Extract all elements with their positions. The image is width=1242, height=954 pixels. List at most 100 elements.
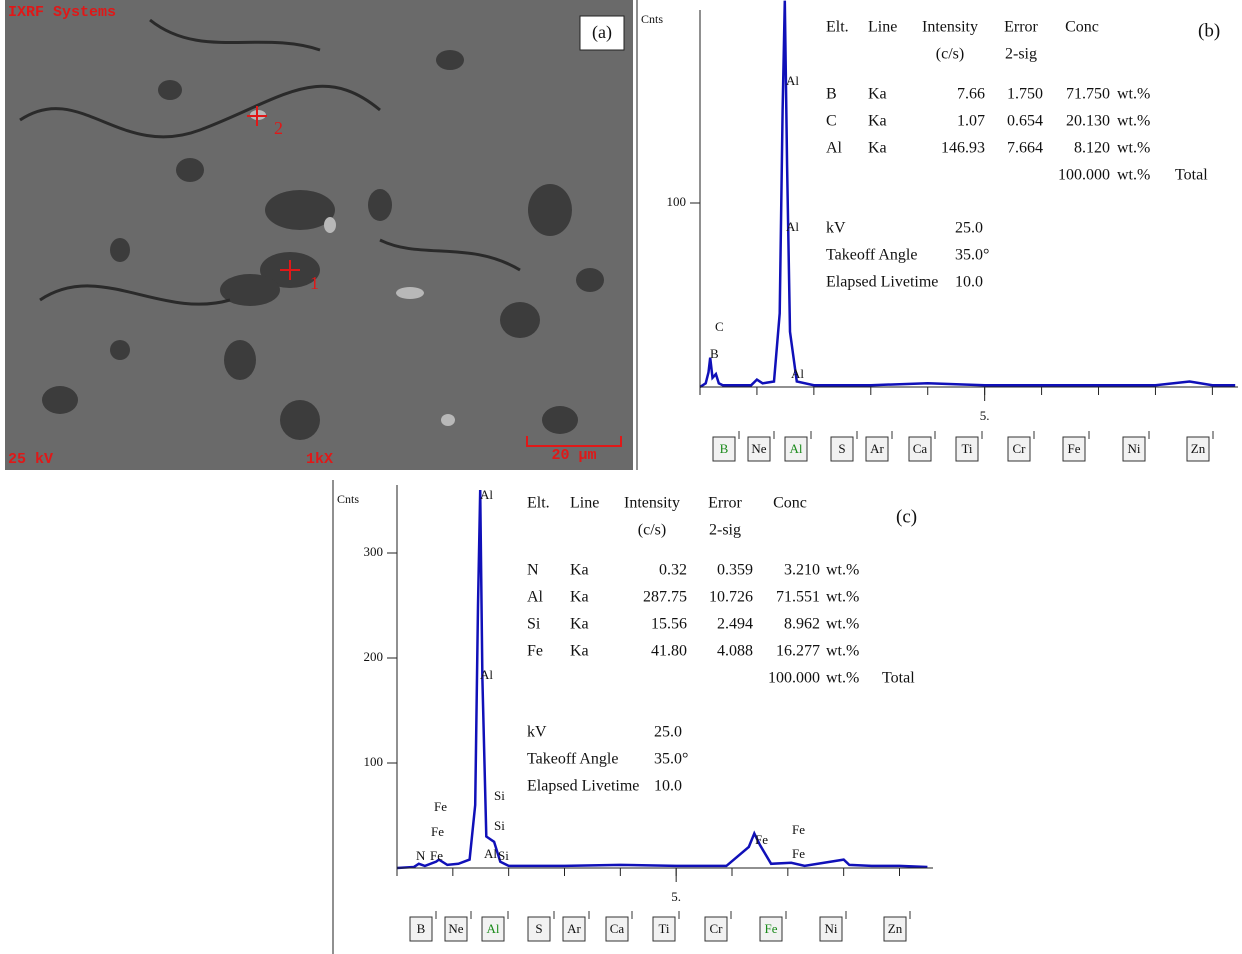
table-total: 100.000 bbox=[1058, 167, 1110, 184]
figure: (a) IXRF Systems 25 kV 1kX 20 µm 1 2 Cnt… bbox=[0, 0, 1242, 954]
element-button-label: Ar bbox=[567, 921, 581, 936]
element-button-label: Ne bbox=[751, 441, 766, 456]
point-label: 1 bbox=[310, 273, 319, 293]
element-button-label: Ti bbox=[658, 921, 669, 936]
peak-label: Al bbox=[480, 667, 493, 682]
figure-canvas: (a) IXRF Systems 25 kV 1kX 20 µm 1 2 Cnt… bbox=[0, 0, 1242, 954]
sem-magnification: 1kX bbox=[306, 451, 333, 468]
element-button-label: Ne bbox=[448, 921, 463, 936]
panel-label: (b) bbox=[1198, 20, 1220, 41]
table-header: Elt. bbox=[527, 495, 550, 512]
acquisition-setting: Elapsed Livetime bbox=[826, 274, 938, 291]
table-header: Line bbox=[570, 495, 599, 512]
table-cell: 15.56 bbox=[651, 616, 687, 633]
table-cell: wt.% bbox=[826, 562, 859, 579]
element-button-label: S bbox=[838, 441, 845, 456]
y-tick-label: 300 bbox=[364, 544, 384, 559]
table-cell: 7.66 bbox=[957, 86, 985, 103]
table-header: Intensity bbox=[922, 19, 978, 36]
y-tick-label: 200 bbox=[364, 649, 384, 664]
acquisition-setting: 25.0 bbox=[955, 220, 983, 237]
acquisition-setting: kV bbox=[826, 220, 846, 237]
panel-label: (c) bbox=[896, 506, 917, 527]
table-cell: Ka bbox=[868, 140, 887, 157]
element-button-label: Al bbox=[487, 921, 500, 936]
table-cell: Si bbox=[527, 616, 541, 633]
table-total: wt.% bbox=[1117, 167, 1150, 184]
table-cell: 0.359 bbox=[717, 562, 753, 579]
table-cell: Ka bbox=[570, 643, 589, 660]
table-header: Line bbox=[868, 19, 897, 36]
peak-label: Si bbox=[494, 818, 505, 833]
element-button-label: Ca bbox=[610, 921, 625, 936]
element-button-label: Ti bbox=[961, 441, 972, 456]
table-header: Error bbox=[1004, 19, 1038, 36]
peak-label: Al bbox=[480, 487, 493, 502]
element-button-label: Zn bbox=[1191, 441, 1206, 456]
element-button-label: Ar bbox=[870, 441, 884, 456]
sem-voltage: 25 kV bbox=[8, 451, 53, 468]
acquisition-setting: Takeoff Angle bbox=[826, 247, 917, 264]
acquisition-setting: kV bbox=[527, 724, 547, 741]
peak-label: Si bbox=[494, 788, 505, 803]
table-cell: 10.726 bbox=[709, 589, 753, 606]
table-cell: Fe bbox=[527, 643, 543, 660]
table-cell: 41.80 bbox=[651, 643, 687, 660]
x-tick-label: 5. bbox=[671, 889, 681, 904]
point-label: 2 bbox=[274, 118, 283, 138]
element-button-label: S bbox=[535, 921, 542, 936]
acquisition-setting: 10.0 bbox=[955, 274, 983, 291]
y-axis-label: Cnts bbox=[641, 12, 663, 26]
table-cell: 0.654 bbox=[1007, 113, 1043, 130]
table-cell: 0.32 bbox=[659, 562, 687, 579]
acquisition-setting: 35.0° bbox=[654, 751, 688, 768]
table-cell: wt.% bbox=[1117, 86, 1150, 103]
table-cell: Ka bbox=[868, 113, 887, 130]
acquisition-setting: 25.0 bbox=[654, 724, 682, 741]
table-cell: 8.120 bbox=[1074, 140, 1110, 157]
element-button-label: Fe bbox=[1068, 441, 1081, 456]
table-cell: 2.494 bbox=[717, 616, 753, 633]
x-tick-label: 5. bbox=[980, 408, 990, 423]
y-axis-label: Cnts bbox=[337, 492, 359, 506]
table-total: Total bbox=[882, 670, 915, 687]
acquisition-setting: 35.0° bbox=[955, 247, 989, 264]
element-button-label: Ca bbox=[913, 441, 928, 456]
peak-label: Al bbox=[786, 219, 799, 234]
spectrum bbox=[700, 1, 1235, 387]
table-cell: 1.07 bbox=[957, 113, 985, 130]
element-button-label: Fe bbox=[765, 921, 778, 936]
table-cell: 20.130 bbox=[1066, 113, 1110, 130]
panel-label: (a) bbox=[592, 22, 612, 43]
table-header: 2-sig bbox=[709, 522, 741, 539]
element-button-label: B bbox=[417, 921, 426, 936]
peak-label: Al bbox=[791, 366, 804, 381]
element-button-label: B bbox=[720, 441, 729, 456]
y-tick-label: 100 bbox=[364, 754, 384, 769]
element-button-label: Cr bbox=[1013, 441, 1027, 456]
table-cell: wt.% bbox=[1117, 140, 1150, 157]
sem-header: IXRF Systems bbox=[8, 4, 116, 21]
table-cell: Ka bbox=[868, 86, 887, 103]
table-cell: 7.664 bbox=[1007, 140, 1043, 157]
table-total: 100.000 bbox=[768, 670, 820, 687]
table-cell: 4.088 bbox=[717, 643, 753, 660]
peak-label: Fe bbox=[431, 824, 444, 839]
table-cell: Ka bbox=[570, 616, 589, 633]
y-tick-label: 100 bbox=[667, 194, 687, 209]
table-cell: B bbox=[826, 86, 837, 103]
table-header: 2-sig bbox=[1005, 46, 1037, 63]
element-button-label: Cr bbox=[710, 921, 724, 936]
peak-label: N bbox=[416, 848, 426, 863]
table-total: Total bbox=[1175, 167, 1208, 184]
peak-label: C bbox=[715, 319, 724, 334]
table-cell: wt.% bbox=[826, 616, 859, 633]
table-header: (c/s) bbox=[936, 46, 964, 63]
peak-label: Fe bbox=[434, 799, 447, 814]
table-cell: N bbox=[527, 562, 539, 579]
table-cell: wt.% bbox=[826, 589, 859, 606]
peak-label: Al bbox=[484, 846, 497, 861]
scale-bar-label: 20 µm bbox=[551, 447, 596, 464]
peak-label: Fe bbox=[755, 832, 768, 847]
peak-label: Al bbox=[786, 73, 799, 88]
